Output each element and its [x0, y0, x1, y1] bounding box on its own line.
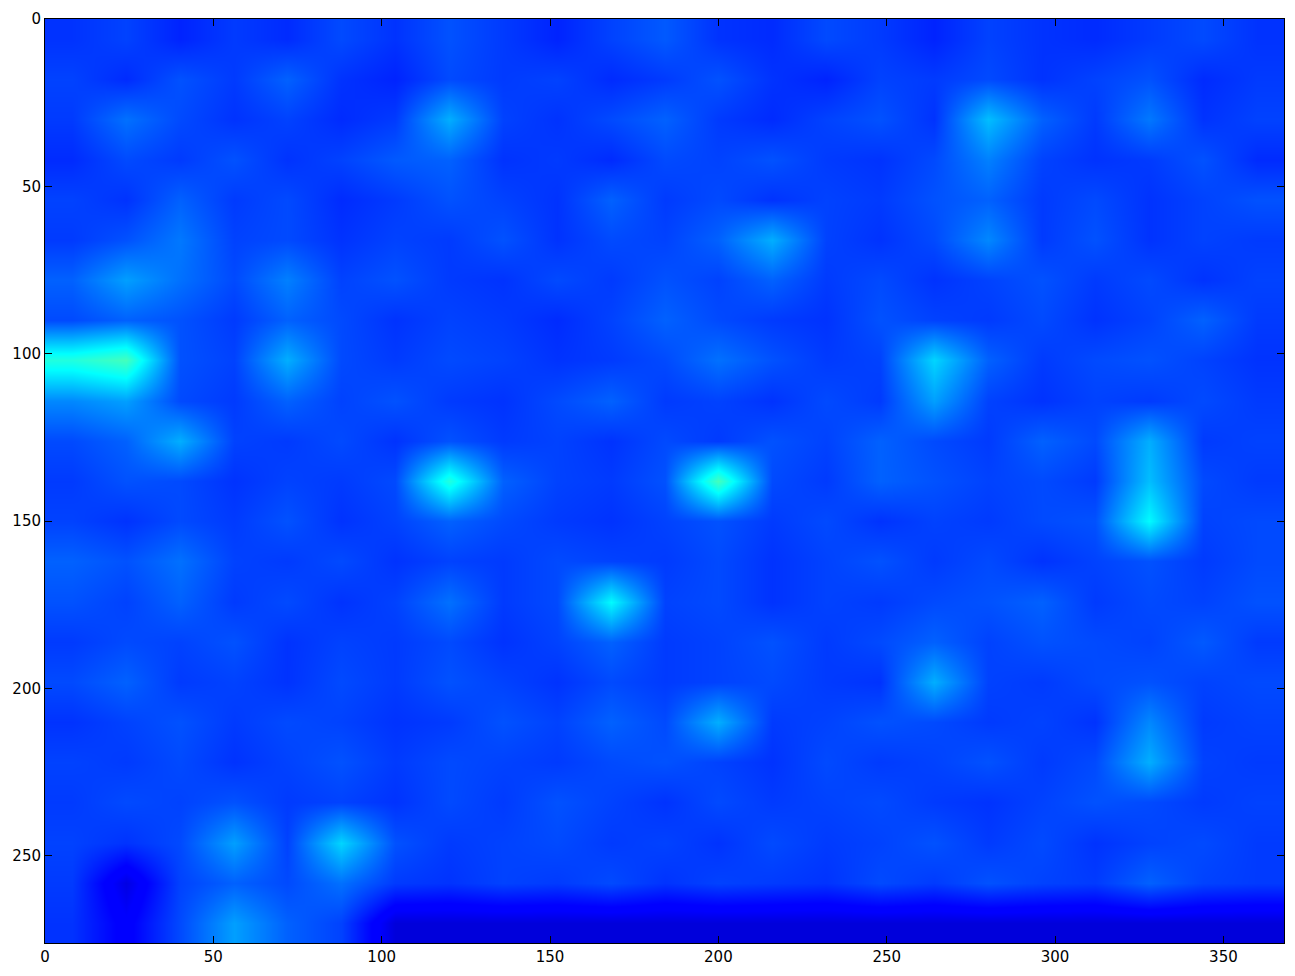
svg-text:200: 200	[12, 680, 41, 698]
svg-text:350: 350	[1209, 948, 1238, 966]
svg-text:300: 300	[1041, 948, 1070, 966]
svg-text:50: 50	[22, 178, 41, 196]
svg-text:250: 250	[12, 847, 41, 865]
svg-text:0: 0	[40, 948, 50, 966]
svg-text:200: 200	[704, 948, 733, 966]
svg-text:50: 50	[204, 948, 223, 966]
svg-text:100: 100	[12, 345, 41, 363]
svg-text:250: 250	[872, 948, 901, 966]
svg-text:150: 150	[536, 948, 565, 966]
svg-text:100: 100	[367, 948, 396, 966]
svg-text:0: 0	[31, 10, 41, 28]
svg-text:150: 150	[12, 512, 41, 530]
